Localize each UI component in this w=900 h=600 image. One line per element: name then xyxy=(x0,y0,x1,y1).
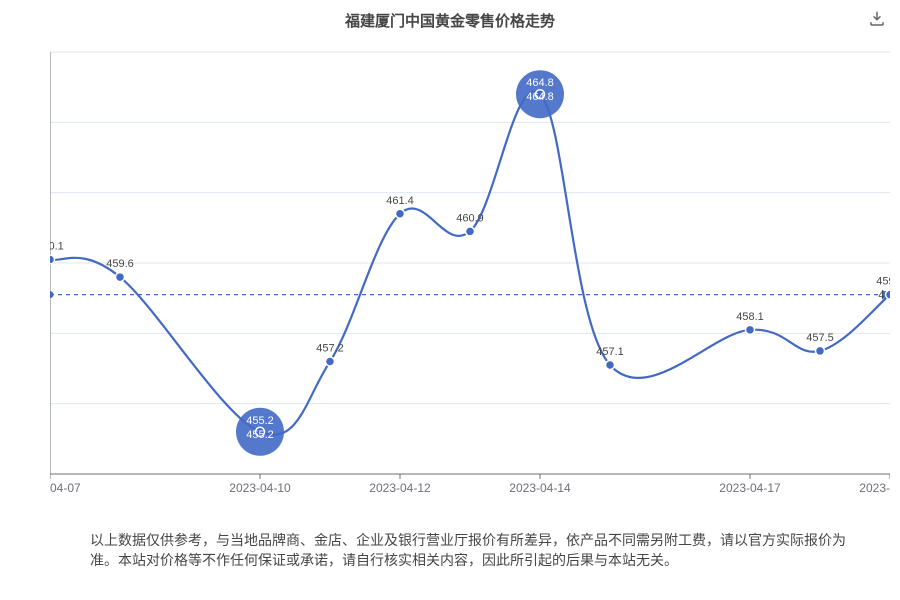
extreme-label-dup: 464.8 xyxy=(526,91,554,103)
data-point xyxy=(326,357,335,366)
point-label: 457.2 xyxy=(316,342,344,354)
price-trend-chart: 4544564584604624644662023-04-072023-04-1… xyxy=(50,44,890,504)
data-point xyxy=(886,290,891,299)
download-icon[interactable] xyxy=(868,10,886,28)
avg-start-marker xyxy=(50,291,54,298)
disclaimer-text: 以上数据仅供参考，与当地品牌商、金店、企业及银行营业厅报价有所差异，依产品不同需… xyxy=(90,530,850,570)
x-tick-label: 2023-04-19 xyxy=(859,481,890,495)
x-tick-label: 2023-04-17 xyxy=(719,481,781,495)
x-tick-label: 2023-04-12 xyxy=(369,481,431,495)
extreme-label-dup: 455.2 xyxy=(246,429,274,441)
point-label: 460.1 xyxy=(50,240,64,252)
point-label: 457.1 xyxy=(596,346,624,358)
extreme-label: 464.8 xyxy=(526,77,554,89)
chart-title: 福建厦门中国黄金零售价格走势 xyxy=(0,10,900,31)
data-point xyxy=(746,325,755,334)
extreme-label: 455.2 xyxy=(246,415,274,427)
data-point xyxy=(50,255,55,264)
x-tick-label: 2023-04-14 xyxy=(509,481,571,495)
data-point xyxy=(116,273,125,282)
point-label: 459.6 xyxy=(106,258,134,270)
data-point xyxy=(396,209,405,218)
data-point xyxy=(466,227,475,236)
chart-container: 福建厦门中国黄金零售价格走势 4544564584604624644662023… xyxy=(0,0,900,600)
point-label: 461.4 xyxy=(386,195,414,207)
x-tick-label: 2023-04-10 xyxy=(229,481,291,495)
point-label: 457.5 xyxy=(806,332,834,344)
x-tick-label: 2023-04-07 xyxy=(50,481,81,495)
point-label: 459.1 xyxy=(876,276,890,288)
data-point xyxy=(816,346,825,355)
point-label: 460.9 xyxy=(456,212,484,224)
data-point xyxy=(606,360,615,369)
point-label: 458.1 xyxy=(736,311,764,323)
